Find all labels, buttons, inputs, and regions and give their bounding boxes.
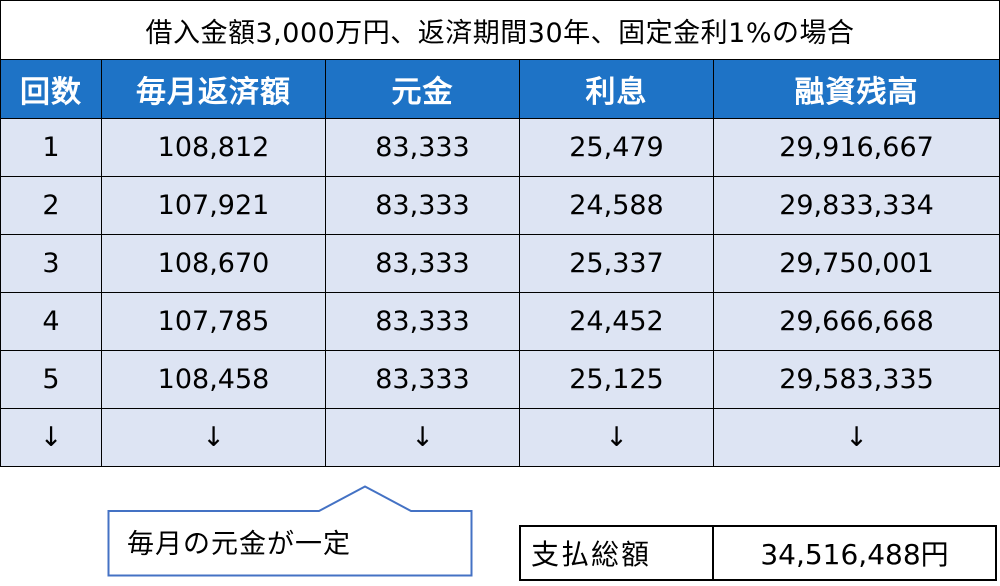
cell-monthly-payment: 107,785 — [101, 292, 326, 351]
header-row: 回数 毎月返済額 元金 利息 融資残高 — [0, 59, 1000, 119]
callout-bubble-shape — [107, 485, 473, 577]
repayment-table: 借入金額3,000万円、返済期間30年、固定金利1%の場合 回数 毎月返済額 元… — [0, 0, 1000, 467]
callout-text: 毎月の元金が一定 — [127, 529, 351, 560]
cell-monthly-payment: 108,670 — [101, 234, 326, 293]
cell-interest: 25,125 — [519, 350, 714, 409]
cell-principal: 83,333 — [325, 118, 520, 177]
cell-principal: 83,333 — [325, 176, 520, 235]
cell-count: 2 — [0, 176, 102, 235]
cell-interest: 24,452 — [519, 292, 714, 351]
down-arrow-icon: ↓ — [0, 408, 102, 467]
total-payment-value: 34,516,488円 — [760, 538, 949, 571]
cell-principal: 83,333 — [325, 292, 520, 351]
down-arrow-icon: ↓ — [325, 408, 520, 467]
table-row: 4 107,785 83,333 24,452 29,666,668 — [0, 292, 1000, 351]
cell-monthly-payment: 108,812 — [101, 118, 326, 177]
table-row: 3 108,670 83,333 25,337 29,750,001 — [0, 234, 1000, 293]
cell-balance: 29,666,668 — [713, 292, 1000, 351]
cell-count: 4 — [0, 292, 102, 351]
table-row: 2 107,921 83,333 24,588 29,833,334 — [0, 176, 1000, 235]
header-principal: 元金 — [325, 59, 520, 119]
cell-count: 5 — [0, 350, 102, 409]
total-payment-box: 支払総額 34,516,488円 — [519, 525, 997, 581]
cell-balance: 29,750,001 — [713, 234, 1000, 293]
table-row: 5 108,458 83,333 25,125 29,583,335 — [0, 350, 1000, 409]
cell-interest: 24,588 — [519, 176, 714, 235]
header-count: 回数 — [0, 59, 102, 119]
header-monthly-payment: 毎月返済額 — [101, 59, 326, 119]
table-row-continuation: ↓ ↓ ↓ ↓ ↓ — [0, 408, 1000, 467]
cell-interest: 25,479 — [519, 118, 714, 177]
callout-bubble: 毎月の元金が一定 — [107, 485, 473, 577]
table-row: 1 108,812 83,333 25,479 29,916,667 — [0, 118, 1000, 177]
total-payment-label: 支払総額 — [521, 527, 714, 579]
cell-count: 3 — [0, 234, 102, 293]
cell-balance: 29,583,335 — [713, 350, 1000, 409]
cell-principal: 83,333 — [325, 350, 520, 409]
cell-balance: 29,833,334 — [713, 176, 1000, 235]
cell-balance: 29,916,667 — [713, 118, 1000, 177]
table-title: 借入金額3,000万円、返済期間30年、固定金利1%の場合 — [0, 0, 1000, 60]
repayment-table-wrap: 借入金額3,000万円、返済期間30年、固定金利1%の場合 回数 毎月返済額 元… — [0, 0, 1000, 467]
title-row: 借入金額3,000万円、返済期間30年、固定金利1%の場合 — [0, 0, 1000, 60]
header-balance: 融資残高 — [713, 59, 1000, 119]
cell-count: 1 — [0, 118, 102, 177]
cell-monthly-payment: 107,921 — [101, 176, 326, 235]
cell-interest: 25,337 — [519, 234, 714, 293]
cell-monthly-payment: 108,458 — [101, 350, 326, 409]
down-arrow-icon: ↓ — [713, 408, 1000, 467]
cell-principal: 83,333 — [325, 234, 520, 293]
down-arrow-icon: ↓ — [519, 408, 714, 467]
header-interest: 利息 — [519, 59, 714, 119]
down-arrow-icon: ↓ — [101, 408, 326, 467]
